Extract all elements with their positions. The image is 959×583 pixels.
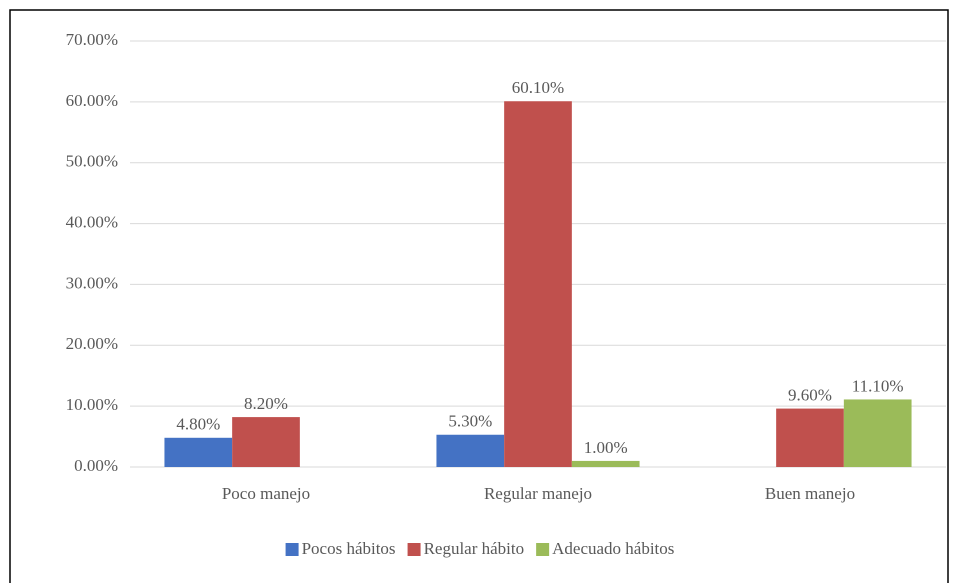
legend-label: Regular hábito [424,539,525,558]
x-tick-label: Buen manejo [765,484,855,503]
bar [232,417,300,467]
x-tick-label: Poco manejo [222,484,310,503]
legend-swatch [536,543,550,556]
bar [776,408,844,467]
value-label: 1.00% [584,438,628,457]
x-tick-label: Regular manejo [484,484,592,503]
chart-border [9,9,949,583]
value-label: 9.60% [788,385,832,404]
value-label: 8.20% [244,394,288,413]
y-tick-label: 20.00% [66,334,118,353]
y-tick-label: 60.00% [66,91,118,110]
y-tick-label: 50.00% [66,152,118,171]
y-tick-label: 0.00% [74,456,118,475]
bar [164,437,233,467]
y-tick-label: 40.00% [66,212,118,231]
value-label: 11.10% [852,376,904,395]
legend-swatch [285,543,299,556]
value-label: 4.80% [176,415,220,434]
value-label: 60.10% [512,78,564,97]
y-tick-label: 70.00% [66,30,118,49]
value-label: 5.30% [448,412,492,431]
bar [571,460,640,467]
y-tick-label: 10.00% [66,395,118,414]
bar [504,101,572,468]
y-tick-label: 30.00% [66,273,118,292]
legend-label: Pocos hábitos [302,539,396,558]
legend-label: Adecuado hábitos [552,539,674,558]
legend-swatch [407,543,421,556]
bar [843,399,912,467]
bar [436,434,505,467]
